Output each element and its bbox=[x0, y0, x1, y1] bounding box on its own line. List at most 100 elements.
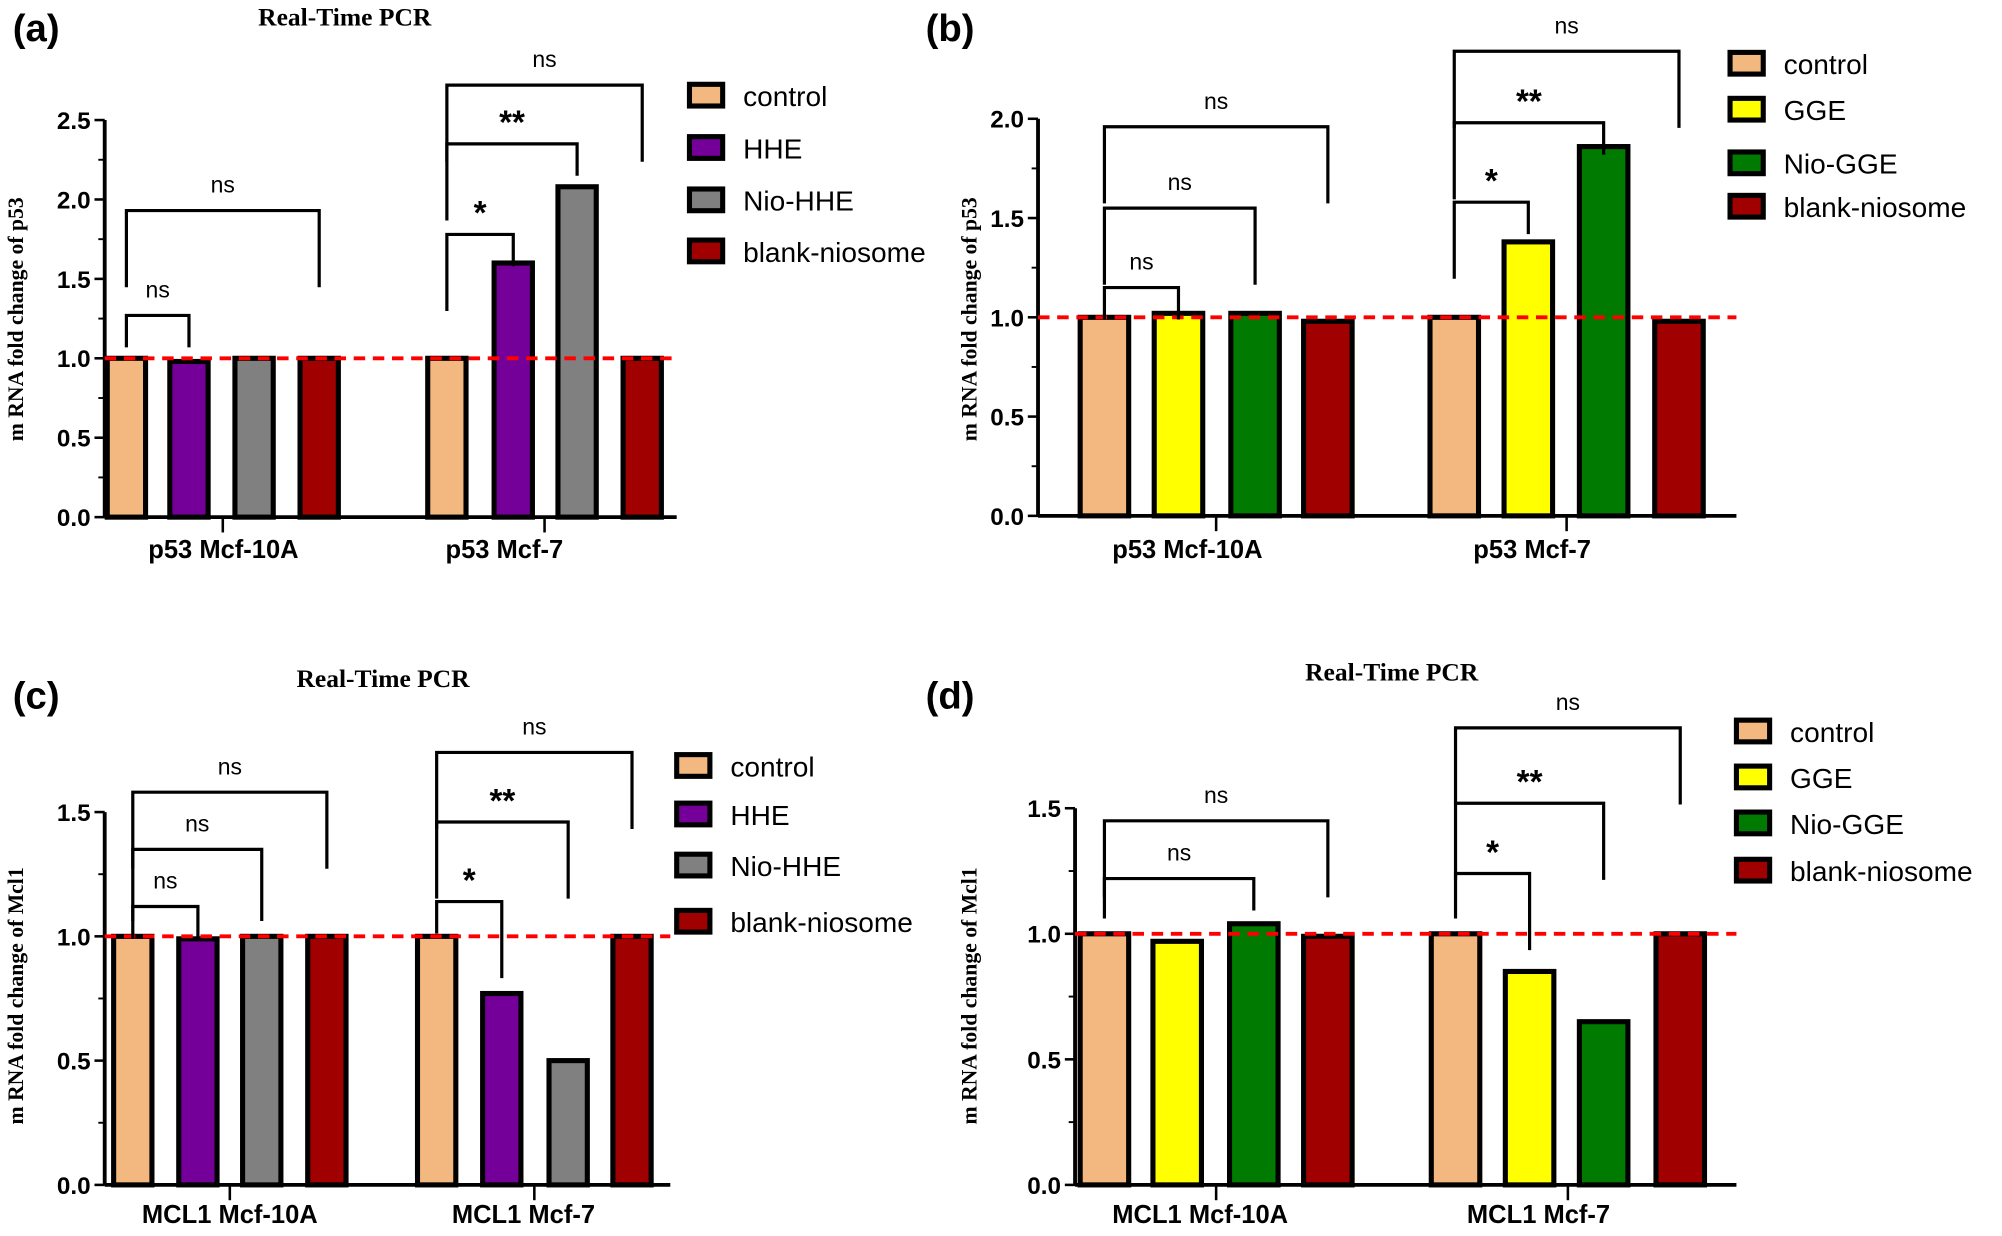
legend-label: Nio-GGE bbox=[1790, 809, 1904, 840]
panel-label: (a) bbox=[13, 7, 60, 50]
legend-swatch bbox=[674, 800, 713, 828]
significance-label: ns bbox=[1167, 840, 1191, 866]
bar-GGE-1 bbox=[1501, 239, 1556, 519]
legend-swatch bbox=[1733, 809, 1773, 837]
x-tick-label: MCL1 Mcf-10A bbox=[1112, 1201, 1288, 1229]
significance-bracket bbox=[1452, 49, 1681, 128]
bar-blank-niosome-1 bbox=[610, 933, 654, 1188]
y-tick-label: 1.5 bbox=[1027, 796, 1061, 823]
significance-bracket bbox=[445, 83, 644, 162]
bar-Nio-HHE-1 bbox=[555, 184, 599, 520]
bar-Nio-HHE-0 bbox=[240, 933, 284, 1188]
x-tick-label: MCL1 Mcf-7 bbox=[452, 1201, 595, 1229]
bar-control-1 bbox=[414, 933, 459, 1188]
bar-control-0 bbox=[104, 355, 149, 520]
bar-GGE-0 bbox=[1151, 310, 1206, 519]
bar-control-1 bbox=[1427, 314, 1482, 519]
legend-swatch bbox=[1727, 192, 1766, 220]
bar-Nio-GGE-1 bbox=[1576, 144, 1631, 519]
significance-label: ns bbox=[1204, 88, 1228, 114]
significance-label: * bbox=[1486, 834, 1499, 871]
significance-bracket bbox=[445, 232, 515, 312]
y-axis-label: m RNA fold change of Mcl1 bbox=[958, 867, 982, 1124]
legend-swatch bbox=[1733, 717, 1773, 745]
legend-label: blank-niosome bbox=[743, 237, 926, 268]
significance-label: ns bbox=[522, 714, 546, 740]
legend-swatch bbox=[674, 907, 713, 935]
panel-label: (c) bbox=[13, 675, 60, 718]
legend-label: Nio-GGE bbox=[1784, 149, 1898, 180]
y-tick-label: 0.5 bbox=[57, 1049, 91, 1076]
x-tick-label: p53 Mcf-7 bbox=[1473, 536, 1591, 564]
significance-bracket bbox=[124, 313, 191, 348]
chart-title: Real-Time PCR bbox=[258, 3, 432, 32]
significance-label: ns bbox=[1204, 782, 1228, 808]
legend-item-Nio-GGE: Nio-GGE bbox=[1727, 149, 1898, 180]
legend-item-blank-niosome: blank-niosome bbox=[686, 237, 926, 268]
y-tick-label: 1.5 bbox=[990, 206, 1024, 233]
bar-blank-niosome-1 bbox=[1653, 931, 1708, 1188]
bar-GGE-1 bbox=[1502, 968, 1557, 1188]
significance-label: ns bbox=[532, 46, 556, 72]
significance-label: ** bbox=[499, 105, 525, 142]
legend-label: HHE bbox=[743, 133, 802, 164]
y-tick-label: 0.0 bbox=[990, 504, 1024, 531]
legend-item-control: control bbox=[686, 81, 827, 112]
bar-GGE-0 bbox=[1150, 938, 1205, 1188]
significance-label: ns bbox=[153, 868, 177, 894]
y-tick-label: 2.5 bbox=[57, 108, 91, 135]
x-tick-label: p53 Mcf-10A bbox=[1112, 536, 1262, 564]
y-tick-label: 0.5 bbox=[1027, 1047, 1061, 1074]
significance-bracket bbox=[1453, 726, 1682, 805]
legend-swatch bbox=[686, 134, 726, 161]
legend-label: blank-niosome bbox=[1790, 856, 1973, 887]
significance-label: ns bbox=[1554, 12, 1578, 38]
legend-item-control: control bbox=[1727, 49, 1868, 80]
x-tick-label: p53 Mcf-7 bbox=[445, 536, 563, 564]
bar-Nio-GGE-0 bbox=[1228, 310, 1282, 519]
legend-item-HHE: HHE bbox=[674, 800, 790, 831]
x-tick-label: p53 Mcf-10A bbox=[148, 536, 298, 564]
y-tick-label: 0.0 bbox=[57, 505, 91, 532]
legend-item-blank-niosome: blank-niosome bbox=[1727, 192, 1967, 223]
significance-bracket bbox=[1102, 206, 1257, 285]
x-tick-label: MCL1 Mcf-10A bbox=[142, 1201, 318, 1229]
y-tick-label: 0.5 bbox=[57, 426, 91, 453]
y-axis-label: m RNA fold change of p53 bbox=[958, 197, 982, 441]
legend-label: control bbox=[743, 81, 827, 112]
y-axis-label: m RNA fold change of Mcl1 bbox=[4, 867, 28, 1124]
legend-item-control: control bbox=[1733, 717, 1874, 748]
y-tick-label: 2.0 bbox=[990, 107, 1024, 134]
significance-label: ns bbox=[1129, 249, 1153, 275]
legend-label: blank-niosome bbox=[1784, 192, 1967, 223]
legend-label: control bbox=[1784, 49, 1868, 80]
significance-label: ns bbox=[146, 277, 170, 303]
legend-label: GGE bbox=[1784, 95, 1846, 126]
bar-HHE-0 bbox=[167, 358, 211, 520]
significance-label: ns bbox=[185, 810, 209, 836]
panel-label: (d) bbox=[926, 675, 975, 718]
legend-swatch bbox=[674, 851, 713, 879]
legend-item-control: control bbox=[674, 751, 815, 782]
y-tick-label: 2.0 bbox=[57, 187, 91, 214]
significance-bracket bbox=[131, 847, 264, 922]
significance-bracket bbox=[445, 142, 579, 221]
y-tick-label: 1.5 bbox=[57, 267, 91, 294]
legend-label: HHE bbox=[730, 800, 789, 831]
bar-blank-niosome-1 bbox=[1652, 318, 1706, 519]
legend-swatch bbox=[1727, 149, 1766, 177]
significance-bracket bbox=[1452, 200, 1530, 279]
bar-blank-niosome-0 bbox=[305, 933, 349, 1188]
y-tick-label: 1.0 bbox=[1027, 922, 1061, 949]
y-tick-label: 1.0 bbox=[990, 305, 1024, 332]
legend-item-blank-niosome: blank-niosome bbox=[674, 907, 913, 938]
significance-bracket bbox=[435, 750, 634, 830]
legend-label: blank-niosome bbox=[730, 907, 913, 938]
significance-bracket bbox=[435, 820, 570, 899]
bar-Nio-GGE-1 bbox=[1576, 1019, 1631, 1188]
significance-bracket bbox=[1102, 125, 1330, 204]
legend-item-Nio-GGE: Nio-GGE bbox=[1733, 809, 1904, 840]
legend-label: Nio-HHE bbox=[743, 186, 854, 217]
y-tick-label: 1.0 bbox=[57, 924, 91, 951]
